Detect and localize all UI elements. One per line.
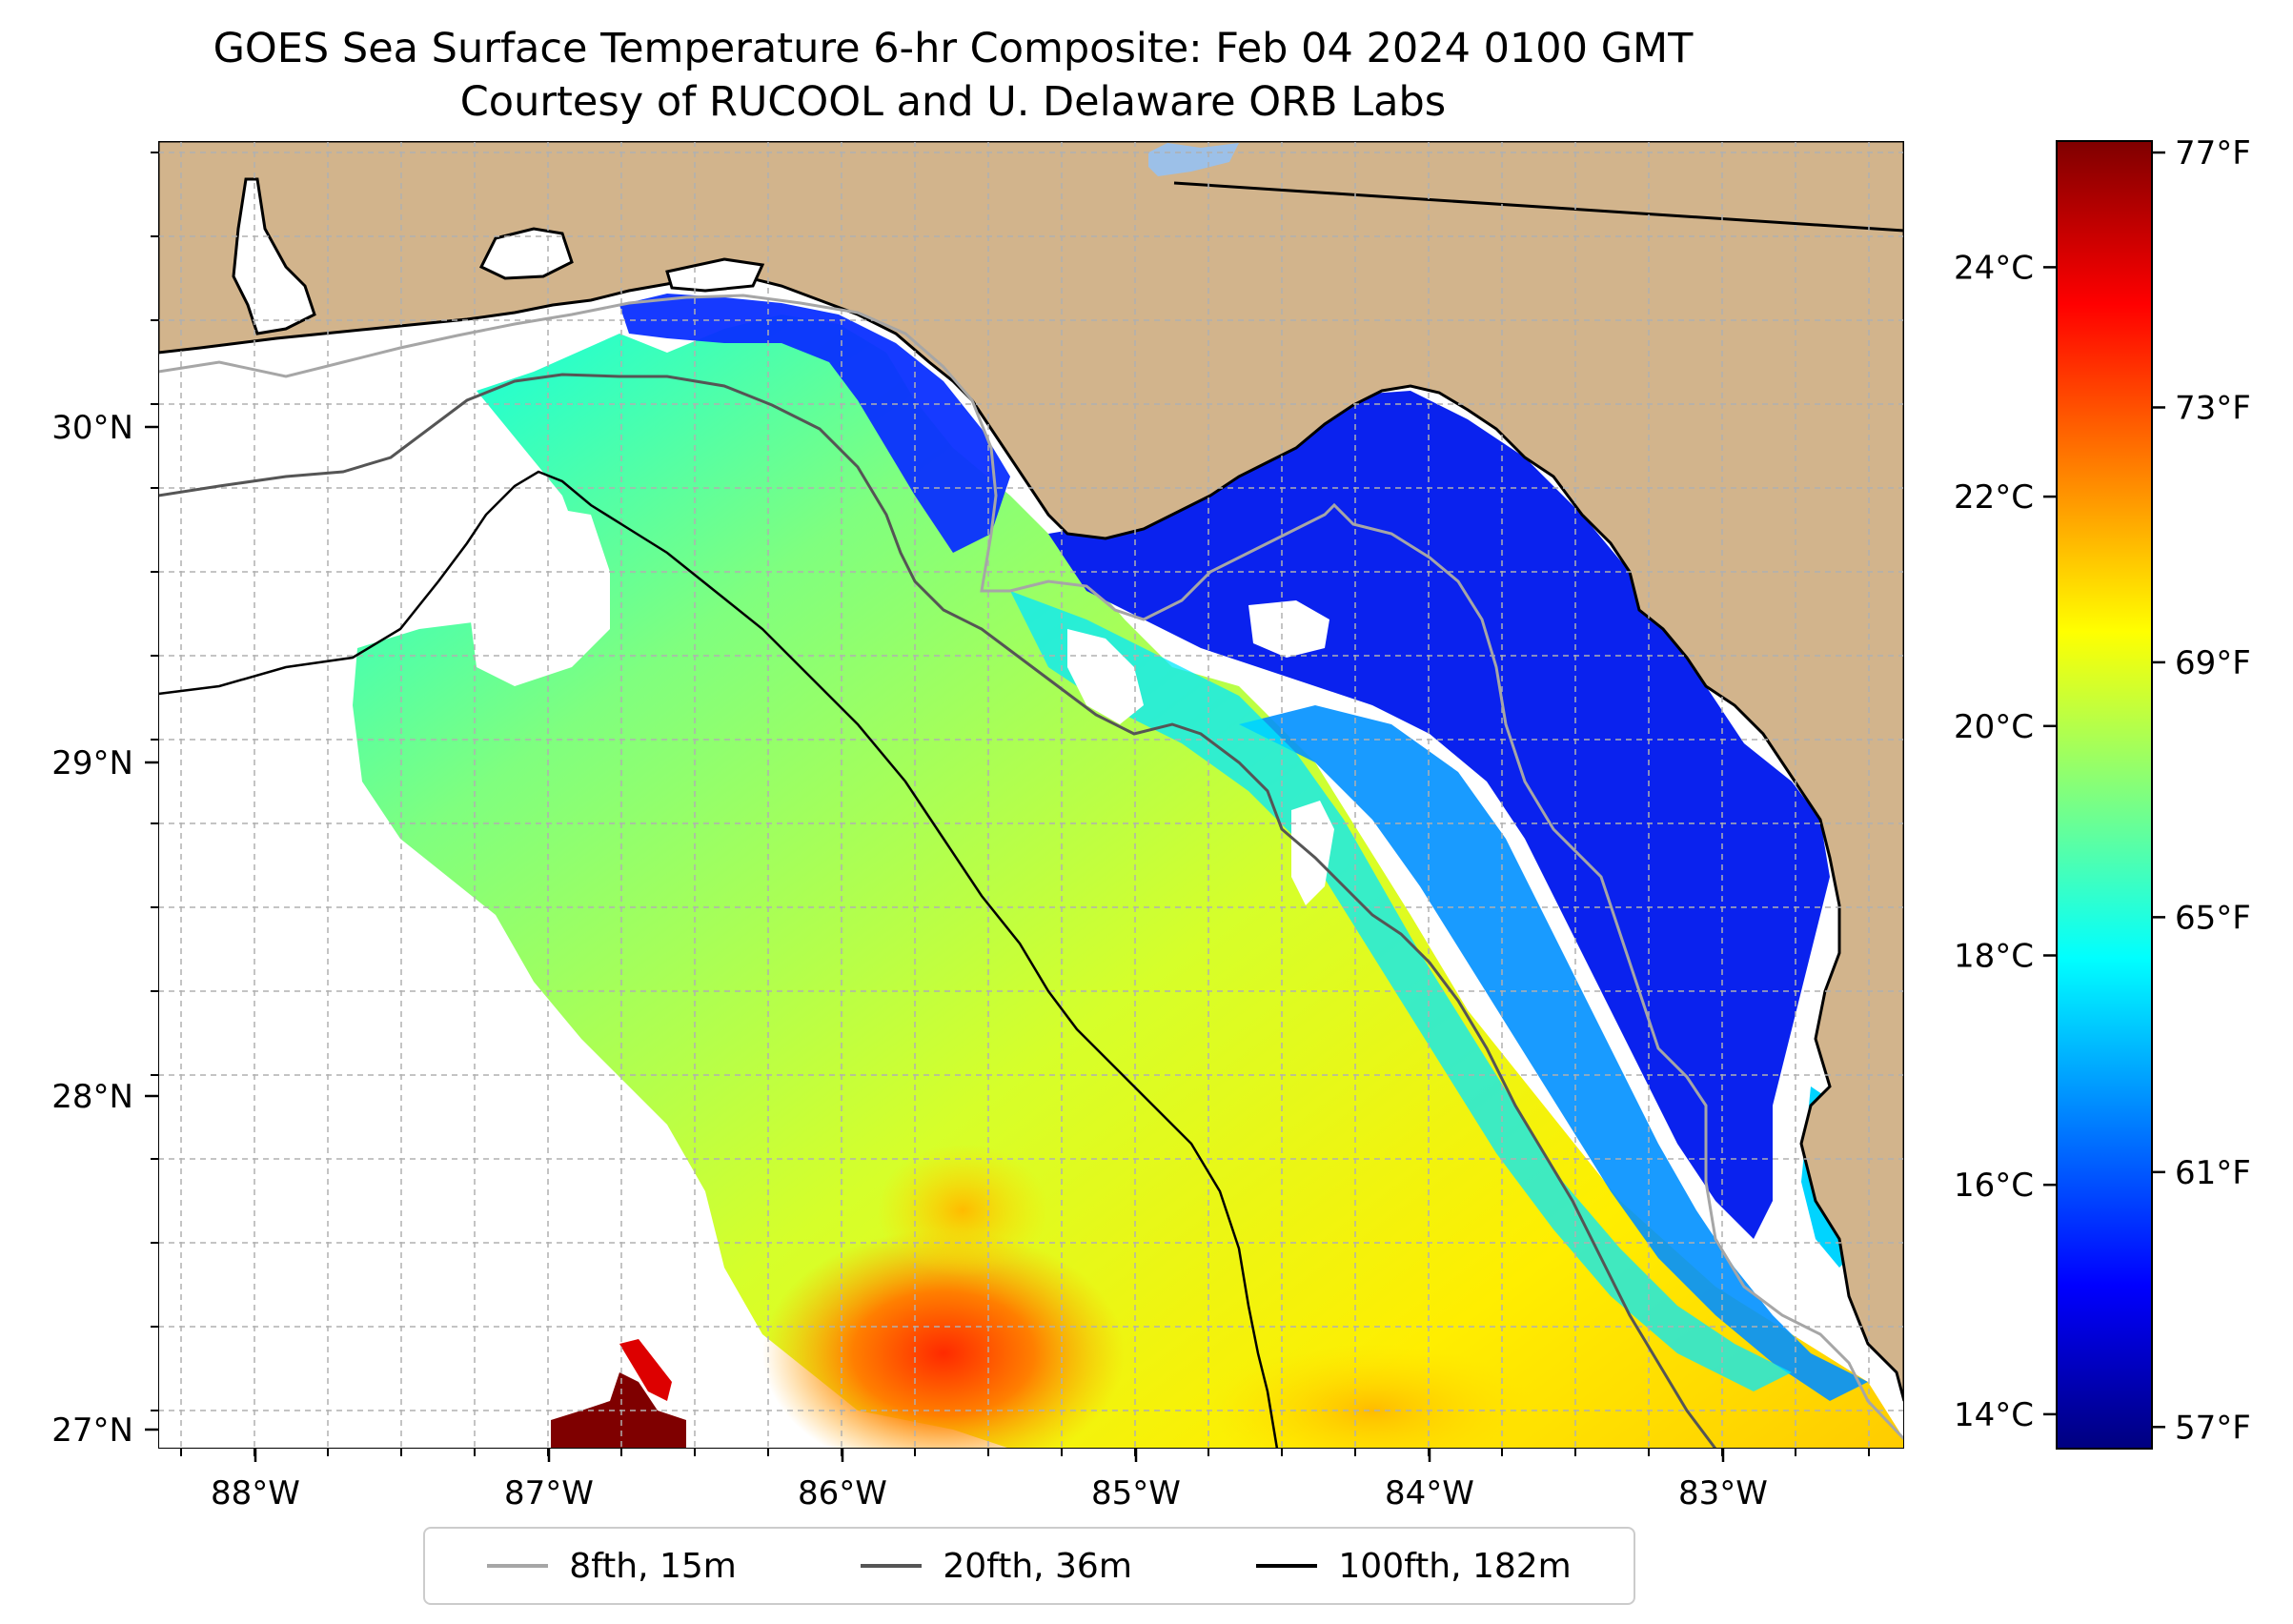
- lat-label: 27°N: [51, 1411, 133, 1450]
- lon-label: 85°W: [1091, 1474, 1181, 1512]
- colorbar-fahrenheit-label: 73°F: [2175, 389, 2251, 427]
- cloud-gap: [1291, 801, 1334, 905]
- y-axis: 30°N 29°N 28°N 27°N: [51, 152, 158, 1450]
- land-north: [158, 141, 1904, 1402]
- lon-label: 83°W: [1678, 1474, 1768, 1512]
- colorbar-celsius-label: 14°C: [1954, 1396, 2034, 1434]
- legend-label: 8fth, 15m: [569, 1546, 737, 1586]
- legend-item: 20fth, 36m: [861, 1547, 1132, 1586]
- sst-field-mid-blue: [1239, 705, 1868, 1401]
- cloud-gap: [1248, 600, 1329, 658]
- colorbar-fahrenheit-label: 69°F: [2175, 644, 2251, 682]
- legend-label: 20fth, 36m: [943, 1546, 1132, 1586]
- lat-label: 28°N: [51, 1078, 133, 1116]
- gridlines: [158, 141, 1904, 1449]
- sst-hot-spot: [551, 1372, 686, 1449]
- contour-100fth: [158, 470, 1279, 1449]
- colorbar-celsius-label: 18°C: [1954, 937, 2034, 975]
- cloud-gap: [1067, 629, 1144, 724]
- colorbar-fahrenheit-label: 57°F: [2175, 1409, 2251, 1447]
- x-axis: 88°W 87°W 86°W 85°W 84°W 83°W: [180, 1449, 1870, 1512]
- lon-label: 88°W: [211, 1474, 300, 1512]
- colorbar-celsius-label: 22°C: [1954, 478, 2034, 517]
- map-title: GOES Sea Surface Temperature 6-hr Compos…: [213, 25, 1694, 72]
- sst-field-cold-band: [619, 294, 1010, 553]
- colorbar-fahrenheit-label: 77°F: [2175, 134, 2251, 173]
- lon-label: 84°W: [1385, 1474, 1474, 1512]
- legend-item: 100fth, 182m: [1256, 1546, 1572, 1586]
- lon-label: 86°W: [798, 1474, 887, 1512]
- lon-label: 87°W: [504, 1474, 594, 1512]
- legend-line-swatch: [861, 1564, 923, 1568]
- contour-legend: 8fth, 15m 20fth, 36m 100fth, 182m: [423, 1527, 1635, 1605]
- legend-line-swatch: [1256, 1564, 1318, 1568]
- state-border: [1173, 181, 1904, 233]
- lat-label: 29°N: [51, 744, 133, 782]
- map-subtitle: Courtesy of RUCOOL and U. Delaware ORB L…: [459, 78, 1447, 126]
- colorbar-celsius-label: 24°C: [1954, 249, 2034, 287]
- colorbar-celsius-label: 20°C: [1954, 708, 2034, 746]
- map-panel: [158, 141, 1904, 1449]
- sst-warm-core: [762, 1229, 1125, 1449]
- legend-label: 100fth, 182m: [1338, 1546, 1572, 1586]
- legend-item: 8fth, 15m: [487, 1547, 737, 1586]
- lat-label: 30°N: [51, 409, 133, 447]
- contour-20fth: [158, 373, 1717, 1449]
- lake: [1148, 143, 1239, 176]
- sst-orange-patch: [1210, 1344, 1534, 1449]
- colorbar-fahrenheit-label: 61°F: [2175, 1154, 2251, 1192]
- colorbar-gradient: [2056, 140, 2153, 1450]
- coastal-bay: [478, 227, 574, 280]
- sst-orange-patch-2: [877, 1144, 1048, 1277]
- colorbar-fahrenheit-label: 65°F: [2175, 899, 2251, 937]
- legend-line-swatch: [487, 1564, 549, 1568]
- choctaw-bay: [665, 257, 765, 293]
- sst-field-big-bend-cold: [1048, 391, 1830, 1239]
- cloud-gap: [467, 505, 610, 686]
- colorbar: 24°C 22°C 20°C 18°C 16°C 14°C 77°F 73°F 69°F 65°…: [1954, 134, 2251, 1450]
- colorbar-celsius-label: 16°C: [1954, 1167, 2034, 1205]
- sst-hot-streak: [619, 1339, 672, 1401]
- contour-8fth: [158, 294, 1904, 1441]
